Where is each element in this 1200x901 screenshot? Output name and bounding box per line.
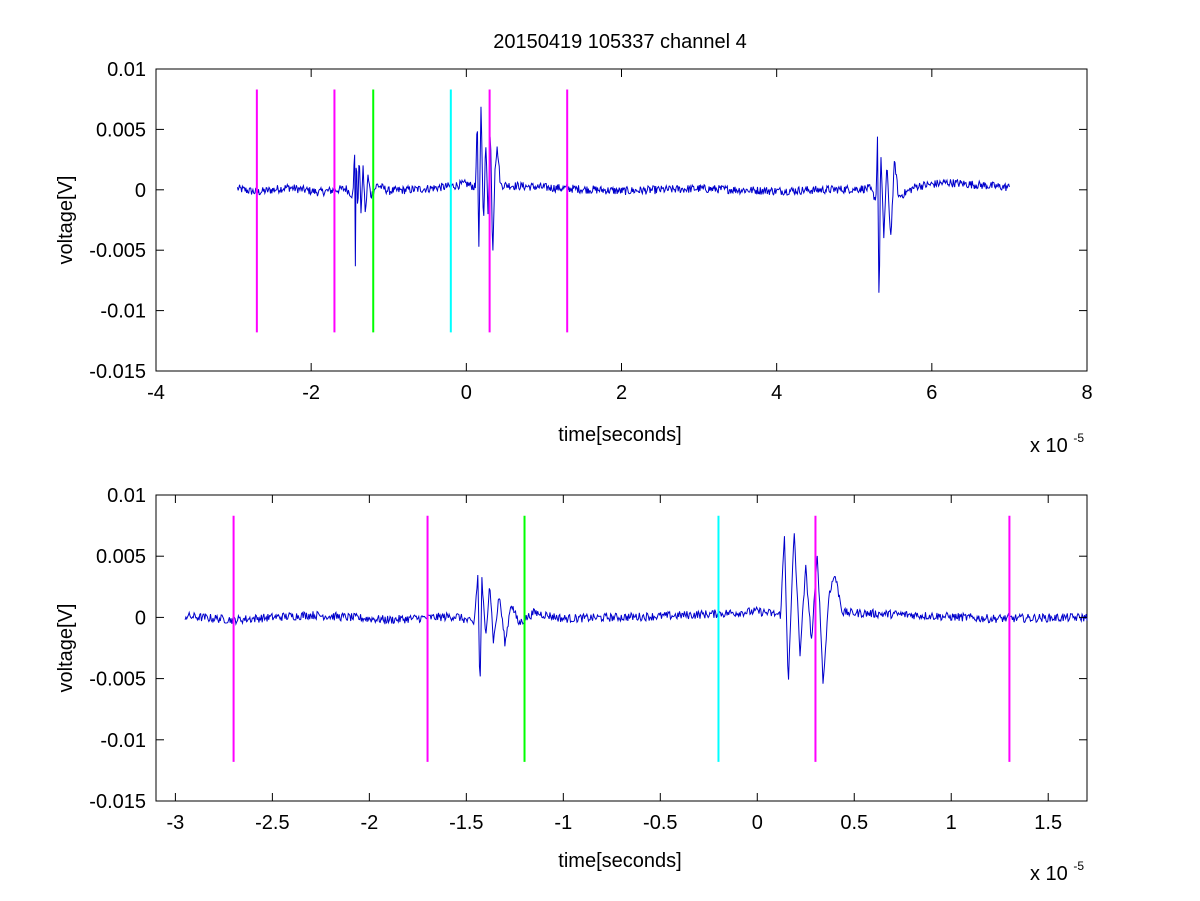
top-x-axis-label: time[seconds]	[558, 424, 681, 446]
top-x-tick-label: 2	[616, 382, 627, 404]
top-axes: -4 -2 0 2 4 6 8 0.01 0.005 0 -0.005 -0.01 -0.015 tim…	[55, 59, 1093, 457]
bottom-y-tick-label: -0.015	[89, 791, 146, 813]
bottom-x-tick-label: -0.5	[643, 812, 677, 834]
figure-title: 20150419 105337 channel 4	[493, 31, 747, 53]
bottom-waveform-series	[184, 533, 1088, 684]
bottom-x-tick-label: 1.5	[1034, 812, 1062, 834]
top-ticks: -4 -2 0 2 4 6 8 0.01 0.005 0 -0.005 -0.01 -0.015	[89, 59, 1092, 404]
bottom-x-multiplier-base: x 10	[1030, 863, 1068, 885]
bottom-x-tick-label: -2	[360, 812, 378, 834]
top-y-tick-label: -0.01	[100, 301, 146, 323]
top-y-tick-label: -0.005	[89, 240, 146, 262]
bottom-x-axis-label: time[seconds]	[558, 850, 681, 872]
bottom-y-tick-label: -0.005	[89, 669, 146, 691]
top-waveform-series	[236, 106, 1010, 293]
top-x-tick-label: 0	[461, 382, 472, 404]
top-x-tick-label: -2	[302, 382, 320, 404]
bottom-x-tick-label: -1.5	[449, 812, 483, 834]
bottom-y-tick-label: -0.01	[100, 730, 146, 752]
top-x-tick-label: 6	[926, 382, 937, 404]
bottom-x-tick-label: -2.5	[255, 812, 289, 834]
bottom-x-tick-label: 1	[946, 812, 957, 834]
top-x-tick-label: 4	[771, 382, 782, 404]
bottom-plot-area	[184, 515, 1088, 762]
bottom-axes-frame	[155, 494, 1088, 802]
top-x-multiplier: x 10 -5	[1030, 431, 1084, 457]
bottom-axes: -3 -2.5 -2 -1.5 -1 -0.5 0 0.5 1 1.5 0.01 0.005 0 -0.0…	[55, 485, 1088, 885]
bottom-x-tick-label: -3	[166, 812, 184, 834]
top-y-tick-label: 0.005	[96, 119, 146, 141]
bottom-y-tick-label: 0.005	[96, 546, 146, 568]
top-y-tick-label: 0	[135, 180, 146, 202]
top-y-axis-label: voltage[V]	[55, 176, 77, 265]
top-y-tick-label: -0.015	[89, 361, 146, 383]
top-x-tick-label: -4	[147, 382, 165, 404]
top-x-tick-label: 8	[1081, 382, 1092, 404]
bottom-x-multiplier-exponent: -5	[1073, 859, 1084, 873]
bottom-x-tick-label: -1	[554, 812, 572, 834]
bottom-y-tick-label: 0	[135, 607, 146, 629]
top-x-multiplier-base: x 10	[1030, 435, 1068, 457]
bottom-ticks: -3 -2.5 -2 -1.5 -1 -0.5 0 0.5 1 1.5 0.01 0.005 0 -0.0…	[89, 485, 1087, 834]
bottom-x-multiplier: x 10 -5	[1030, 859, 1084, 885]
bottom-x-tick-label: 0.5	[840, 812, 868, 834]
bottom-x-tick-label: 0	[752, 812, 763, 834]
top-plot-area	[236, 89, 1010, 333]
bottom-y-tick-label: 0.01	[107, 485, 146, 507]
top-y-tick-label: 0.01	[107, 59, 146, 81]
bottom-y-axis-label: voltage[V]	[55, 604, 77, 693]
top-x-multiplier-exponent: -5	[1073, 431, 1084, 445]
